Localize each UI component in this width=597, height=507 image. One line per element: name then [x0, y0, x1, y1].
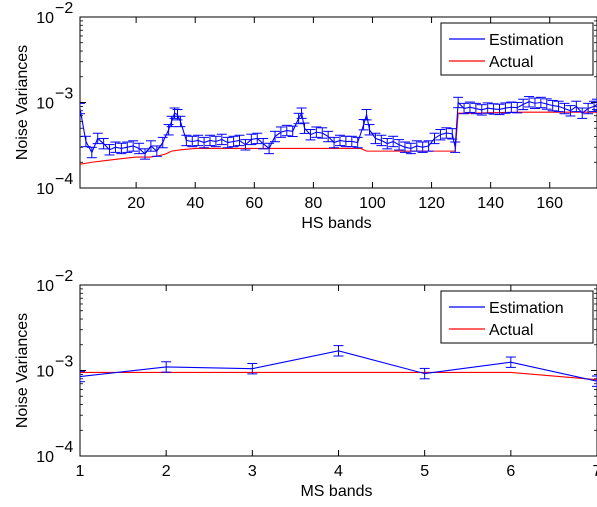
x-tick-label: 120	[418, 195, 445, 212]
x-tick-label: 80	[304, 195, 322, 212]
x-tick-label: 1	[76, 463, 85, 480]
y-tick-exponent: −2	[55, 268, 73, 285]
legend-box	[440, 22, 594, 76]
x-tick-label: 60	[245, 195, 263, 212]
y-tick-label: 10	[36, 364, 54, 381]
x-tick-label: 4	[334, 463, 343, 480]
legend: Estimation Actual	[440, 22, 594, 76]
x-tick-label: 140	[477, 195, 504, 212]
x-axis-label: MS bands	[300, 483, 372, 500]
x-axis-label: HS bands	[301, 215, 371, 232]
legend-label-estimation: Estimation	[489, 300, 564, 317]
y-tick-label: 10	[36, 449, 54, 466]
x-tick-label: 3	[248, 463, 257, 480]
y-tick-exponent: −3	[55, 86, 73, 103]
y-tick-exponent: −2	[55, 0, 73, 17]
y-tick-exponent: −4	[55, 439, 73, 456]
y-tick-label: 10	[36, 181, 54, 198]
y-tick-label: 10	[36, 10, 54, 27]
legend: Estimation Actual	[440, 290, 594, 344]
x-tick-label: 6	[506, 463, 515, 480]
x-tick-label: 5	[420, 463, 429, 480]
estimation-line	[80, 101, 597, 155]
x-tick-label: 2	[162, 463, 171, 480]
axes-frame	[79, 16, 597, 189]
series-group	[80, 345, 597, 387]
y-tick-exponent: −3	[55, 354, 73, 371]
legend-box	[440, 290, 594, 344]
legend-label-actual: Actual	[489, 322, 533, 339]
y-axis-label: Noise Variances	[14, 313, 31, 428]
legend-label-actual: Actual	[489, 54, 533, 71]
x-tick-label: 100	[359, 195, 386, 212]
y-axis-label: Noise Variances	[14, 45, 31, 160]
y-tick-exponent: −4	[55, 171, 73, 188]
y-tick-label: 10	[36, 278, 54, 295]
x-tick-label: 7	[593, 463, 597, 480]
x-tick-label: 160	[536, 195, 563, 212]
x-tick-label: 20	[127, 195, 145, 212]
y-tick-label: 10	[36, 96, 54, 113]
legend-label-estimation: Estimation	[489, 32, 564, 49]
axes-frame	[79, 284, 597, 457]
actual-line	[80, 111, 597, 165]
x-tick-label: 40	[186, 195, 204, 212]
series-group	[80, 96, 597, 165]
